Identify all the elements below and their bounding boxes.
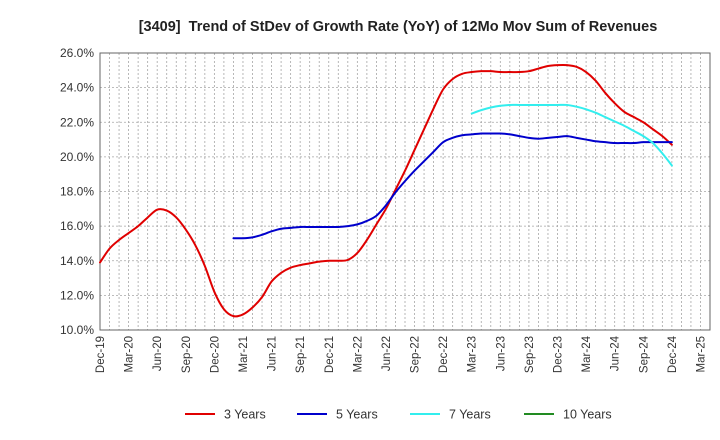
legend-item-7-years: 7 Years (410, 408, 491, 422)
x-tick-label: Dec-24 (667, 335, 679, 373)
y-tick-label: 12.0% (60, 288, 94, 302)
y-tick-label: 22.0% (60, 115, 94, 129)
x-tick-label: Jun-24 (610, 335, 622, 371)
x-tick-label: Dec-20 (209, 336, 221, 373)
legend-item-3-years: 3 Years (185, 408, 266, 422)
x-tick-label: Sep-20 (181, 336, 193, 373)
x-tick-label: Mar-22 (352, 336, 364, 372)
x-tick-label: Jun-22 (381, 336, 393, 371)
series-line-3-years (99, 63, 673, 318)
plot-area-frame (99, 52, 711, 331)
y-tick-label: 26.0% (60, 46, 94, 60)
x-tick-label: Jun-21 (267, 336, 279, 371)
x-tick-label: Mar-20 (124, 336, 136, 372)
legend-label: 5 Years (336, 408, 378, 422)
legend-item-5-years: 5 Years (297, 408, 378, 422)
y-tick-label: 20.0% (60, 150, 94, 164)
y-tick-label: 14.0% (60, 254, 94, 268)
chart-title: [3409] Trend of StDev of Growth Rate (Yo… (139, 19, 658, 35)
y-axis-tick-labels: 10.0% 12.0% 14.0% 16.0% 18.0% 20.0% 22.0% 24.0%… (60, 46, 94, 337)
y-tick-label: 24.0% (60, 81, 94, 95)
x-tick-label: Mar-21 (238, 336, 250, 372)
x-tick-label: Sep-24 (638, 335, 650, 373)
legend-label: 7 Years (449, 408, 491, 422)
x-tick-label: Dec-22 (438, 336, 450, 373)
legend-item-10-years: 10 Years (524, 408, 612, 422)
x-tick-label: Dec-21 (324, 336, 336, 373)
series-lines (99, 63, 673, 318)
series-line-5-years (232, 132, 673, 240)
x-tick-label: Dec-23 (553, 336, 565, 373)
x-tick-label: Mar-25 (695, 336, 707, 372)
series-line-7-years (470, 103, 673, 167)
legend: 3 Years 5 Years 7 Years 10 Years (185, 408, 612, 422)
x-tick-label: Jun-23 (495, 336, 507, 371)
y-tick-label: 10.0% (60, 323, 94, 337)
x-tick-label: Sep-21 (295, 336, 307, 373)
legend-label: 10 Years (563, 408, 612, 422)
y-tick-label: 16.0% (60, 219, 94, 233)
x-tick-label: Sep-22 (410, 336, 422, 373)
x-axis-tick-labels: Dec-19 Mar-20 Jun-20 Sep-20 Dec-20 Mar-21 Jun-… (95, 335, 707, 373)
x-tick-label: Dec-19 (95, 336, 107, 373)
x-tick-label: Mar-23 (467, 336, 479, 372)
x-tick-label: Mar-24 (581, 335, 593, 372)
x-tick-label: Jun-20 (152, 336, 164, 371)
y-tick-label: 18.0% (60, 185, 94, 199)
legend-label: 3 Years (224, 408, 266, 422)
x-tick-label: Sep-23 (524, 336, 536, 373)
